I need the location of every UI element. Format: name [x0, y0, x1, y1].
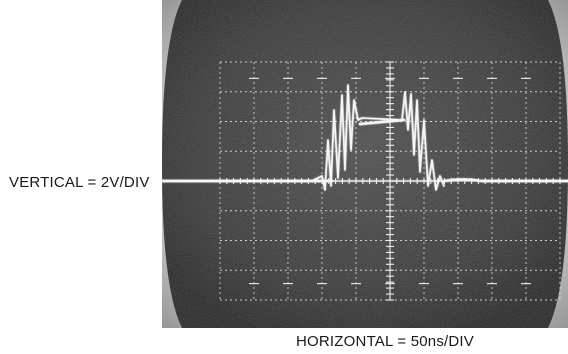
trace-rising-edge	[311, 84, 403, 191]
vertical-scale-caption: VERTICAL = 2V/DIV	[9, 174, 150, 191]
waveform-trace	[162, 84, 568, 191]
oscilloscope-screen-photo	[162, 0, 568, 328]
scope-screen-svg	[162, 0, 568, 328]
horizontal-scale-caption: HORIZONTAL = 50ns/DIV	[296, 333, 474, 350]
trace-falling-edge	[401, 91, 445, 191]
trace-plateau	[358, 118, 406, 126]
screen-grain	[162, 0, 568, 328]
